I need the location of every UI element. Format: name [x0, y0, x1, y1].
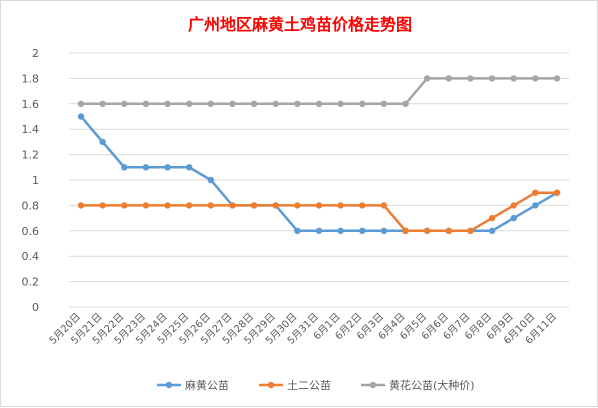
data-point: [185, 202, 193, 209]
data-point: [467, 227, 474, 234]
data-point: [185, 100, 193, 108]
data-point: [207, 202, 215, 209]
data-point: [488, 75, 496, 82]
data-point: [121, 100, 128, 108]
data-point: [380, 100, 388, 108]
data-point: [337, 227, 344, 234]
data-point: [532, 202, 539, 209]
y-tick-label: 1.6: [22, 98, 40, 111]
gridlines: [69, 52, 569, 308]
legend-marker: [165, 381, 173, 389]
data-point: [229, 202, 236, 209]
series-lines: [77, 75, 561, 234]
data-point: [315, 202, 323, 209]
data-point: [142, 100, 150, 108]
y-tick-label: 0.4: [22, 250, 40, 263]
legend-marker: [369, 381, 377, 389]
data-point: [337, 202, 344, 209]
data-point: [77, 202, 85, 209]
data-point: [532, 189, 539, 196]
data-point: [553, 75, 561, 82]
data-point: [77, 113, 85, 120]
data-point: [315, 100, 323, 108]
legend-marker: [267, 381, 275, 389]
data-point: [488, 227, 496, 234]
data-point: [488, 214, 496, 222]
legend: 麻黄公苗 土二公苗 黄花公苗(大种价): [157, 378, 475, 392]
data-point: [423, 227, 431, 234]
data-point: [142, 202, 150, 209]
y-tick-label: 1.2: [22, 149, 40, 162]
data-point: [99, 202, 106, 209]
y-tick-label: 1.4: [22, 123, 40, 136]
data-point: [229, 100, 236, 108]
data-point: [185, 164, 193, 171]
y-tick-label: 0.6: [22, 225, 40, 238]
data-point: [359, 227, 366, 234]
series-line: [81, 77, 557, 106]
series-line: [81, 191, 557, 233]
legend-label: 土二公苗: [287, 379, 331, 392]
data-point: [359, 202, 366, 209]
data-point: [142, 164, 150, 171]
data-point: [402, 227, 409, 234]
data-point: [250, 100, 258, 108]
data-point: [272, 202, 279, 209]
x-axis-ticks: 5月20日5月21日5月22日5月23日5月24日5月25日5月26日5月27日…: [47, 311, 559, 347]
data-point: [77, 100, 85, 108]
data-point: [359, 100, 366, 108]
data-point: [553, 189, 561, 196]
data-point: [294, 227, 301, 234]
data-point: [250, 202, 258, 209]
legend-label: 黄花公苗(大种价): [389, 378, 475, 392]
data-point: [294, 100, 301, 108]
data-point: [510, 202, 517, 209]
data-point: [164, 100, 171, 108]
data-point: [423, 75, 431, 82]
y-tick-label: 0: [32, 301, 39, 314]
data-point: [121, 164, 128, 171]
data-point: [445, 227, 453, 234]
data-point: [510, 214, 517, 222]
chart-title: 广州地区麻黄土鸡苗价格走势图: [188, 15, 412, 34]
series-line: [80, 115, 558, 233]
data-point: [164, 202, 171, 209]
data-point: [380, 227, 388, 234]
y-tick-label: 1: [32, 174, 39, 187]
data-point: [121, 202, 128, 209]
data-point: [402, 100, 409, 108]
y-axis-ticks: 0 0.2 0.4 0.6 0.8 1 1.2 1.4 1.6 1.8 2: [22, 47, 40, 314]
data-point: [99, 100, 106, 108]
data-point: [207, 100, 215, 108]
data-point: [315, 227, 323, 234]
data-point: [207, 176, 215, 184]
data-point: [99, 138, 106, 146]
data-point: [272, 100, 279, 108]
data-point: [467, 75, 474, 82]
data-point: [510, 75, 517, 82]
data-point: [294, 202, 301, 209]
y-tick-label: 1.8: [22, 72, 40, 85]
y-tick-label: 2: [32, 47, 39, 60]
data-point: [445, 75, 453, 82]
data-point: [380, 202, 388, 209]
data-point: [532, 75, 539, 82]
y-tick-label: 0.8: [22, 199, 40, 212]
data-point: [164, 164, 171, 171]
y-tick-label: 0.2: [22, 276, 40, 289]
data-point: [337, 100, 344, 108]
legend-label: 麻黄公苗: [185, 378, 229, 392]
